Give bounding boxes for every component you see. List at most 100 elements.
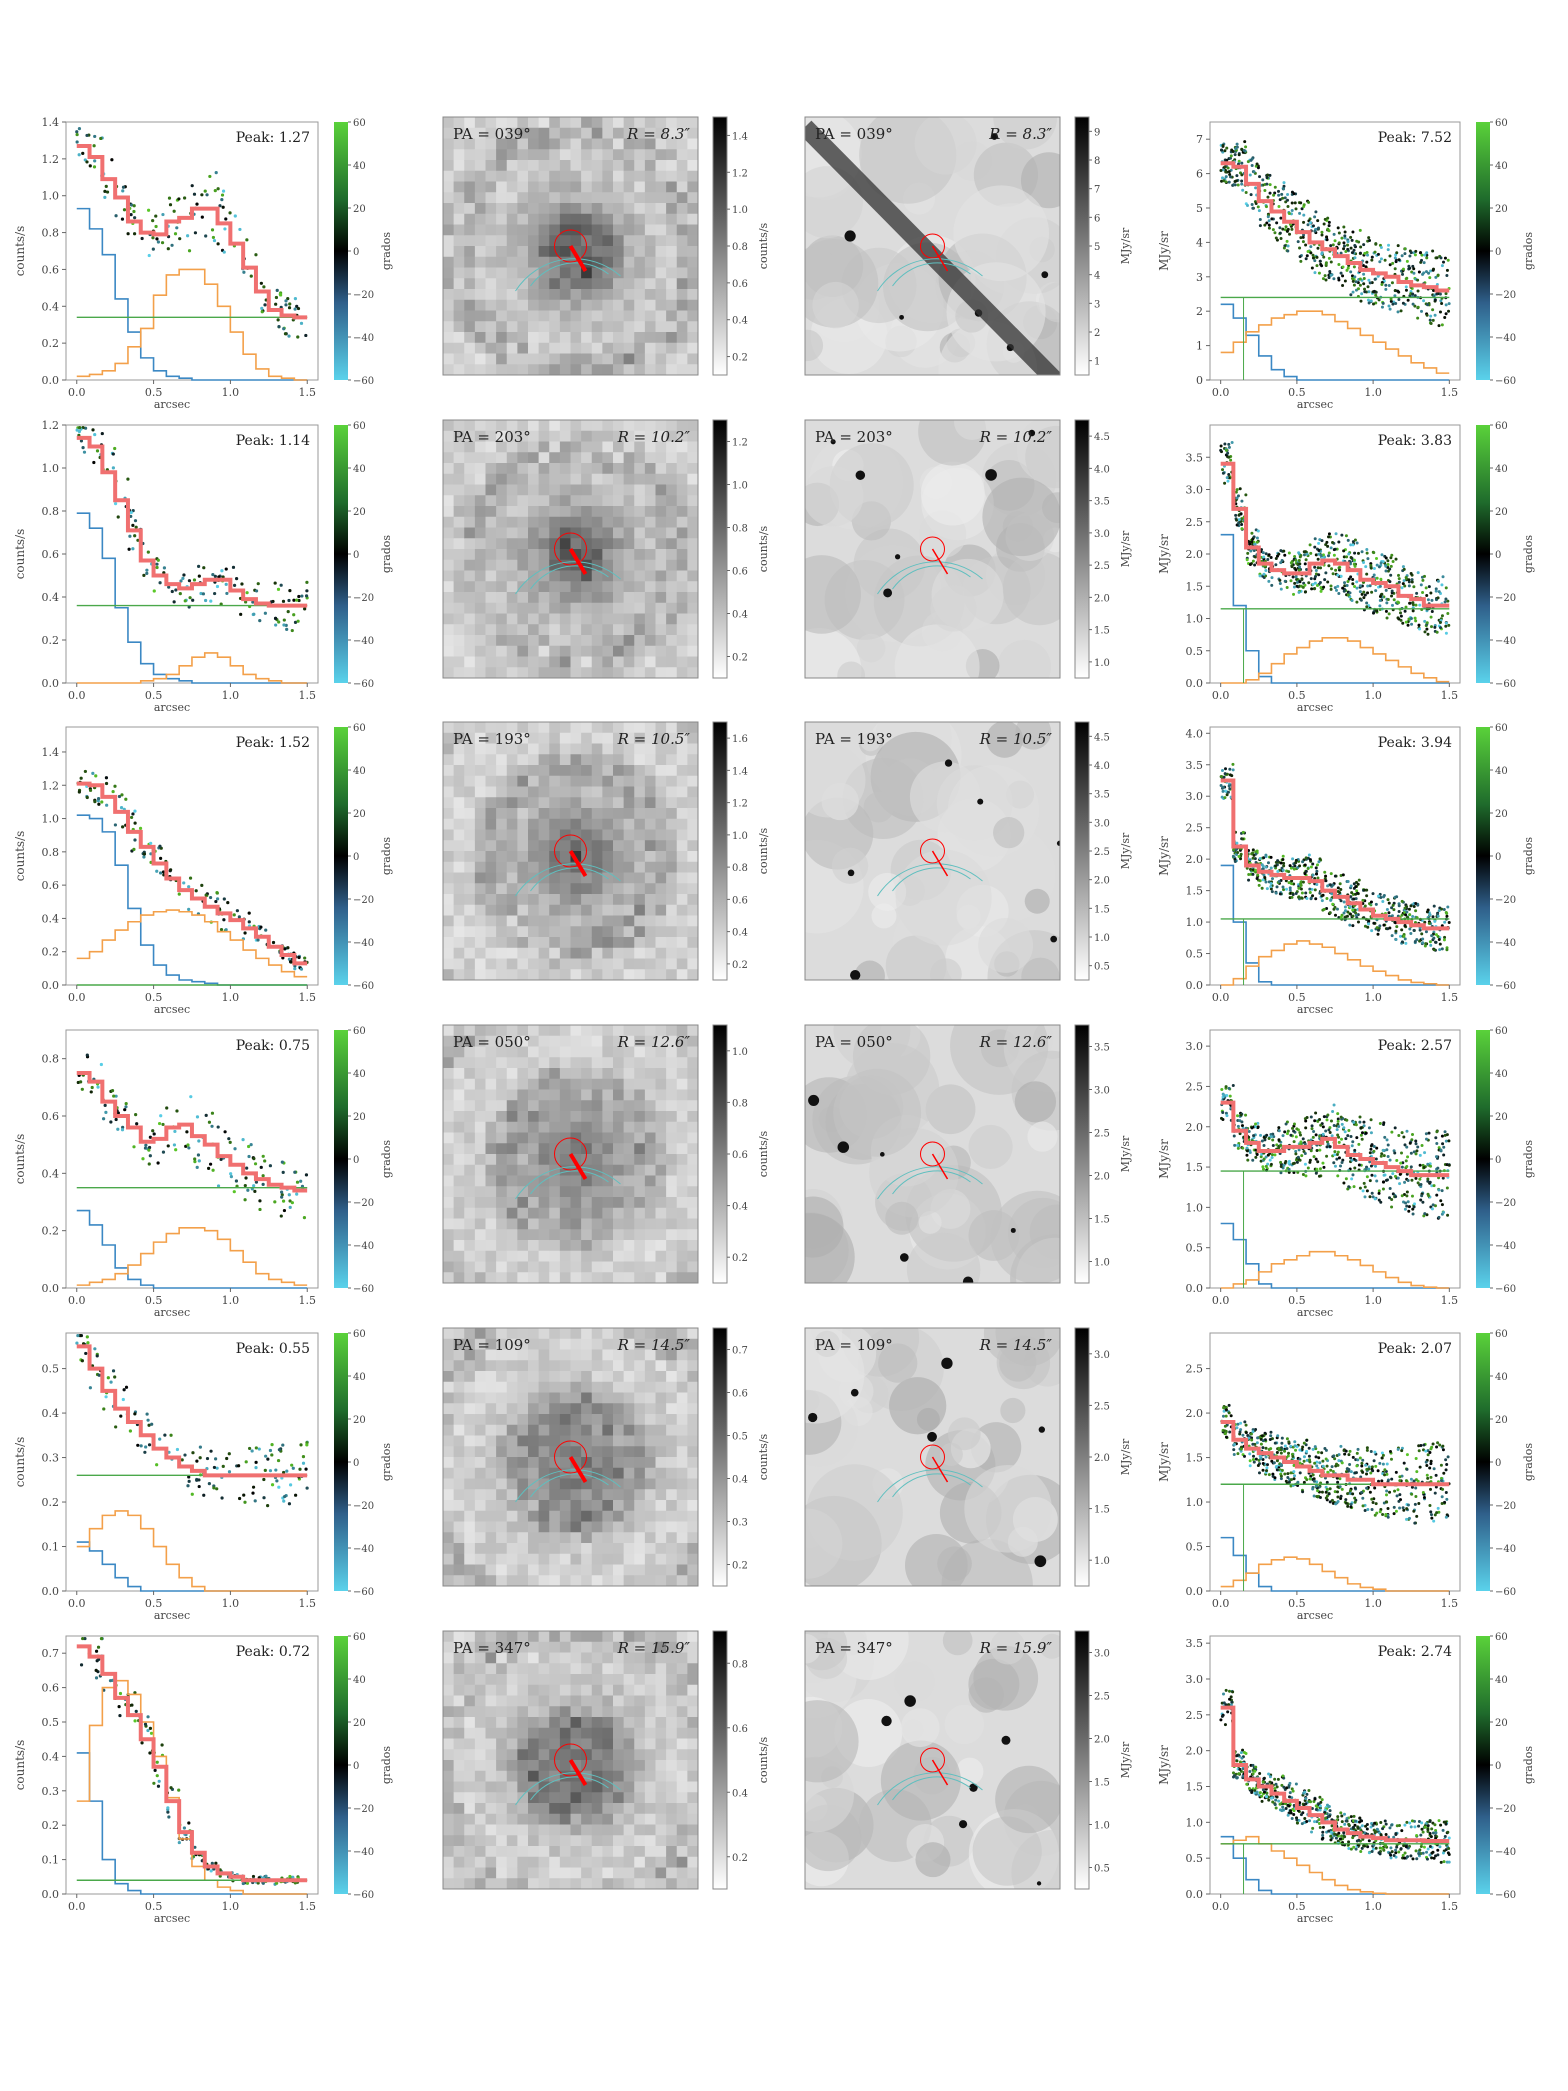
colorbar-tick-label: 2: [1094, 328, 1100, 339]
scatter-point: [1235, 518, 1239, 522]
scatter-point: [1333, 586, 1337, 590]
pixel: [602, 516, 614, 528]
scatter-point: [1228, 172, 1232, 176]
pixel: [666, 441, 678, 453]
pixel: [559, 851, 571, 863]
pixel: [517, 181, 529, 193]
pixel: [666, 420, 678, 432]
pixel: [602, 904, 614, 916]
scatter-point: [215, 891, 219, 895]
scatter-point: [1445, 268, 1449, 272]
y-tick-label: 0.2: [42, 634, 60, 647]
pixel: [443, 463, 455, 475]
pixel: [570, 310, 582, 322]
pixel: [602, 127, 614, 139]
y-axis-label: counts/s: [13, 1134, 27, 1185]
scatter-point: [1254, 868, 1258, 872]
scatter-point: [1351, 908, 1355, 912]
scatter-point: [1340, 236, 1344, 240]
pixel: [613, 278, 625, 290]
pixel: [634, 851, 646, 863]
pixel: [443, 235, 455, 247]
scatter-point: [1220, 795, 1224, 799]
pixel: [453, 213, 465, 225]
pixel: [517, 722, 529, 734]
pixel: [528, 441, 540, 453]
scatter-point: [242, 270, 246, 274]
pixel: [474, 592, 486, 604]
pixel: [676, 743, 688, 755]
pixel: [634, 808, 646, 820]
pixel: [496, 299, 508, 311]
scatter-point: [1395, 925, 1399, 929]
colorbar-tick-label: 7: [1094, 185, 1100, 196]
scatter-point: [96, 796, 101, 801]
pixel: [464, 969, 476, 980]
scatter-point: [187, 907, 191, 911]
scatter-point: [1273, 185, 1277, 189]
scatter-point: [285, 627, 289, 631]
pixel: [538, 765, 550, 777]
scatter-point: [274, 302, 278, 306]
scatter-point: [1390, 594, 1394, 598]
scatter-point: [1249, 549, 1253, 553]
scatter-point: [133, 838, 137, 842]
pixel: [496, 192, 508, 204]
pixel: [464, 851, 476, 863]
scatter-point: [191, 598, 195, 602]
scatter-point: [1264, 865, 1268, 869]
pixel: [528, 765, 540, 777]
pixel: [676, 883, 688, 895]
image-frame: [442, 419, 699, 679]
scatter-point: [134, 1113, 138, 1117]
pixel: [591, 213, 603, 225]
pixel: [644, 224, 656, 236]
scatter-point: [1253, 555, 1257, 559]
pixel: [623, 138, 635, 150]
scatter-point: [1355, 600, 1359, 604]
scatter-point: [1329, 584, 1333, 588]
pixel: [676, 797, 688, 809]
scatter-point: [1236, 851, 1240, 855]
scatter-point: [1241, 830, 1245, 834]
scatter-point: [1283, 579, 1287, 583]
pixel: [591, 969, 603, 980]
scatter-point: [1223, 481, 1227, 485]
scatter-point: [1245, 203, 1249, 207]
scatter-point: [1414, 909, 1418, 913]
x-tick-label: 0.0: [68, 386, 86, 399]
scatter-point: [1370, 258, 1374, 262]
y-axis-label: counts/s: [13, 226, 27, 277]
pixel: [453, 1164, 465, 1176]
pixel: [570, 904, 582, 916]
scatter-point: [147, 1162, 151, 1166]
scatter-point: [1443, 920, 1447, 924]
pixel: [549, 495, 561, 507]
pixel: [644, 127, 656, 139]
pixel: [474, 786, 486, 798]
scatter-point: [205, 193, 209, 197]
colorbar-tick-label: 1: [1094, 357, 1100, 368]
pixel: [676, 861, 688, 873]
scatter-point: [79, 776, 83, 780]
pixel: [559, 267, 571, 279]
scatter-point: [208, 1162, 213, 1166]
x-tick-label: 0.0: [1212, 386, 1230, 399]
scatter-point: [1294, 575, 1298, 579]
pixel: [655, 441, 667, 453]
scatter-point: [1331, 902, 1335, 906]
pixel: [528, 808, 540, 820]
pixel: [570, 722, 582, 734]
scatter-point: [190, 184, 194, 188]
pixel: [581, 160, 593, 172]
scatter-point: [155, 869, 159, 873]
pixel: [687, 170, 698, 182]
pixel: [581, 883, 593, 895]
scatter-point: [1421, 590, 1425, 594]
scatter-point: [210, 1111, 215, 1115]
scatter-point: [103, 195, 107, 200]
pixel: [581, 722, 593, 734]
scatter-point: [1310, 887, 1314, 891]
scatter-point: [1308, 887, 1312, 891]
pixel: [443, 1250, 455, 1262]
